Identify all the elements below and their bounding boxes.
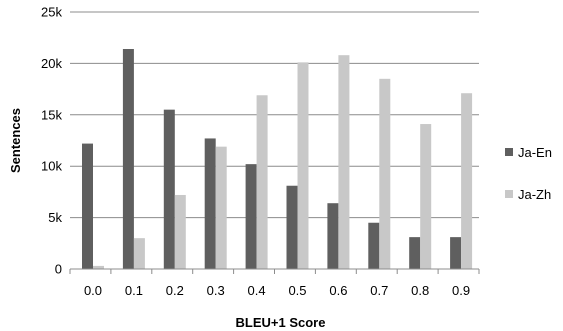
bar-ja-zh-0-7 xyxy=(379,78,391,269)
bar-ja-en-0-2 xyxy=(163,109,175,269)
y-tick-label: 15k xyxy=(41,107,62,122)
legend-label-ja-zh: Ja-Zh xyxy=(518,187,551,202)
y-tick-label: 25k xyxy=(41,5,62,20)
bar-ja-en-0-4 xyxy=(245,164,257,269)
legend-swatch-ja-zh xyxy=(505,190,513,198)
x-axis-ticks: 0.0 0.1 0.2 0.3 0.4 0.5 0.6 0.7 0.8 0.9 xyxy=(69,269,480,298)
bar-ja-en-0-1 xyxy=(122,49,134,270)
bar-ja-zh-0-0 xyxy=(93,265,104,269)
y-tick-label: 20k xyxy=(41,56,62,71)
bar-ja-en-0-9 xyxy=(450,237,462,269)
bar-ja-zh-0-5 xyxy=(297,62,309,269)
bar-ja-zh-0-8 xyxy=(420,124,432,269)
bar-ja-en-0-3 xyxy=(204,138,216,269)
bar-ja-en-0-7 xyxy=(368,222,380,269)
bar-ja-zh-0-2 xyxy=(174,194,186,269)
x-tick-label: 0.7 xyxy=(370,283,388,298)
gridlines xyxy=(70,11,479,219)
legend-swatch-ja-en xyxy=(505,148,513,156)
y-tick-label: 0 xyxy=(55,262,62,277)
x-tick-label: 0.4 xyxy=(248,283,266,298)
legend-label-ja-en: Ja-En xyxy=(518,145,552,160)
bar-ja-zh-0-6 xyxy=(338,55,350,270)
x-tick-label: 0.2 xyxy=(166,283,184,298)
x-tick-label: 0.3 xyxy=(207,283,225,298)
bars xyxy=(82,49,473,270)
bar-ja-en-0-5 xyxy=(286,185,298,269)
x-tick-label: 0.8 xyxy=(411,283,429,298)
y-axis-ticks: 0 5k 10k 15k 20k 25k xyxy=(41,5,62,277)
x-tick-label: 0.6 xyxy=(329,283,347,298)
bar-ja-zh-0-9 xyxy=(461,93,473,269)
x-tick-label: 0.5 xyxy=(288,283,306,298)
bar-ja-en-0-0 xyxy=(82,143,93,269)
y-tick-label: 10k xyxy=(41,159,62,174)
bar-ja-zh-0-1 xyxy=(133,238,145,269)
x-axis-title: BLEU+1 Score xyxy=(236,315,326,330)
y-axis-title: Sentences xyxy=(8,108,23,173)
x-tick-label: 0.0 xyxy=(84,283,102,298)
legend: Ja-En Ja-Zh xyxy=(505,145,552,202)
bar-ja-en-0-8 xyxy=(409,237,421,269)
bar-ja-en-0-6 xyxy=(327,203,339,269)
bar-ja-zh-0-4 xyxy=(256,95,268,269)
x-tick-label: 0.9 xyxy=(452,283,470,298)
bar-ja-zh-0-3 xyxy=(215,146,227,269)
y-tick-label: 5k xyxy=(48,210,62,225)
x-tick-label: 0.1 xyxy=(125,283,143,298)
